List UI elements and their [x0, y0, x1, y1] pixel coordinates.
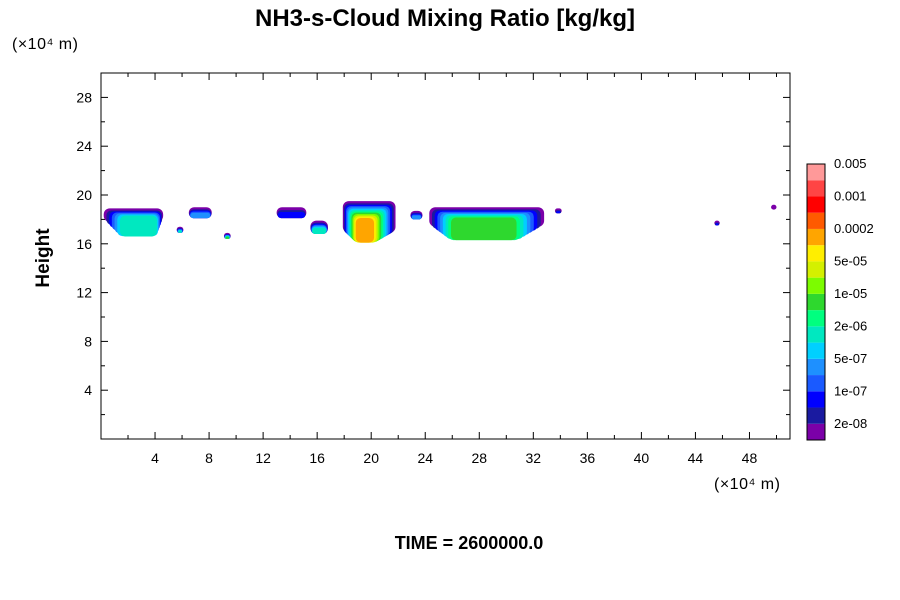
colorbar-segment	[807, 342, 825, 359]
y-tick-label: 20	[76, 187, 92, 203]
colorbar-segment	[807, 391, 825, 408]
colorbar-segment	[807, 196, 825, 213]
colorbar-segment	[807, 358, 825, 376]
y-axis-title: Height	[33, 228, 54, 288]
y-tick-label: 8	[84, 333, 92, 349]
cloud-level	[190, 212, 211, 219]
cloud-level	[312, 227, 327, 235]
x-tick-label: 32	[526, 450, 542, 466]
colorbar-label: 2e-08	[834, 416, 867, 431]
colorbar-segment	[807, 245, 825, 262]
cloud-level	[277, 211, 306, 219]
x-tick-label: 12	[255, 450, 271, 466]
x-tick-label: 40	[634, 450, 650, 466]
colorbar-label: 0.001	[834, 188, 867, 203]
cloud-level	[715, 223, 719, 226]
x-tick-label: 4	[151, 450, 159, 466]
colorbar-label: 5e-05	[834, 253, 867, 268]
cloud-level	[120, 215, 157, 237]
x-tick-label: 28	[471, 450, 487, 466]
colorbar-label: 1e-07	[834, 383, 867, 398]
x-tick-label: 20	[363, 450, 379, 466]
colorbar-segment	[807, 261, 825, 278]
y-tick-label: 16	[76, 236, 92, 252]
y-unit-label: (×10⁴ m)	[12, 36, 78, 53]
time-label: TIME = 2600000.0	[395, 533, 544, 553]
colorbar-label: 1e-05	[834, 286, 867, 301]
x-tick-label: 16	[309, 450, 325, 466]
colorbar-segment	[807, 423, 825, 440]
plot-frame	[100, 72, 791, 440]
x-tick-label: 36	[580, 450, 596, 466]
colorbar-segment	[807, 277, 825, 294]
x-tick-label: 48	[742, 450, 758, 466]
y-tick-label: 4	[84, 382, 92, 398]
cloud-level	[178, 230, 182, 233]
x-unit-label: (×10⁴ m)	[714, 476, 780, 493]
colorbar-segment	[807, 375, 825, 392]
colorbar-segment	[807, 407, 825, 424]
colorbar: 2e-08 1e-07 5e-07 2e-06 1e-05 5e-05 0.0002 0.00…	[806, 156, 874, 441]
cloud-field	[103, 201, 777, 243]
cloud-level	[411, 215, 421, 220]
colorbar-label: 0.0002	[834, 221, 874, 236]
colorbar-frame	[806, 163, 826, 441]
cloud-level	[450, 217, 517, 241]
y-tick-label: 28	[76, 89, 92, 105]
cloud-region	[771, 204, 777, 210]
cloud-level	[225, 236, 229, 239]
chart-title: NH3-s-Cloud Mixing Ratio [kg/kg]	[255, 5, 635, 32]
colorbar-segment	[807, 212, 825, 229]
x-tick-label: 44	[688, 450, 704, 466]
colorbar-label: 5e-07	[834, 351, 867, 366]
cloud-level	[556, 211, 561, 214]
colorbar-segment	[807, 228, 825, 246]
y-tick-label: 12	[76, 285, 92, 301]
colorbar-segment	[807, 293, 825, 311]
colorbar-label: 2e-06	[834, 318, 867, 333]
y-tick-label: 24	[76, 138, 92, 154]
colorbar-segment	[807, 180, 825, 197]
x-tick-label: 24	[417, 450, 433, 466]
colorbar-segment	[807, 326, 825, 343]
colorbar-segment	[807, 164, 825, 181]
cloud-level	[355, 217, 375, 243]
x-tick-label: 8	[205, 450, 213, 466]
colorbar-label: 0.005	[834, 156, 867, 171]
colorbar-segment	[807, 310, 825, 327]
